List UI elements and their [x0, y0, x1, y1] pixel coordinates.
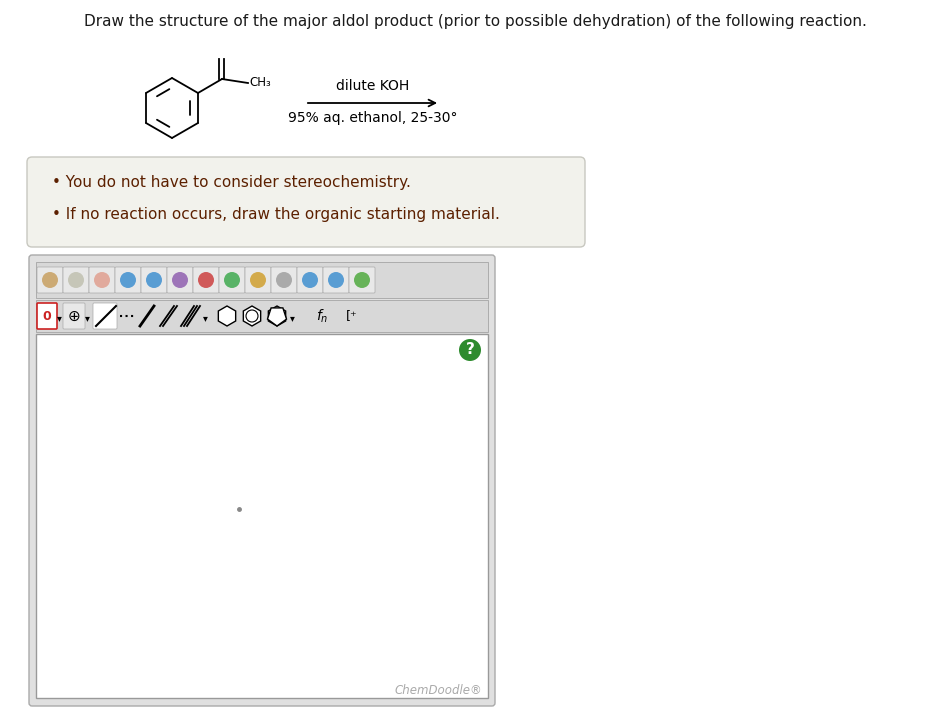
- Text: ▾: ▾: [203, 313, 207, 323]
- FancyBboxPatch shape: [349, 267, 375, 293]
- FancyBboxPatch shape: [89, 267, 115, 293]
- FancyBboxPatch shape: [29, 255, 495, 706]
- Text: 95% aq. ethanol, 25-30°: 95% aq. ethanol, 25-30°: [288, 111, 457, 125]
- Circle shape: [146, 272, 162, 288]
- FancyBboxPatch shape: [297, 267, 323, 293]
- Text: • You do not have to consider stereochemistry.: • You do not have to consider stereochem…: [52, 175, 411, 190]
- Circle shape: [276, 272, 292, 288]
- Circle shape: [224, 272, 240, 288]
- Circle shape: [68, 272, 84, 288]
- FancyBboxPatch shape: [323, 267, 349, 293]
- Circle shape: [172, 272, 188, 288]
- Text: CH₃: CH₃: [249, 76, 271, 90]
- Circle shape: [42, 272, 58, 288]
- Text: Draw the structure of the major aldol product (prior to possible dehydration) of: Draw the structure of the major aldol pr…: [84, 14, 866, 29]
- Text: ▾: ▾: [85, 313, 89, 323]
- Text: ▾: ▾: [56, 313, 62, 323]
- Text: ▾: ▾: [289, 313, 295, 323]
- FancyBboxPatch shape: [115, 267, 141, 293]
- FancyBboxPatch shape: [219, 267, 245, 293]
- FancyBboxPatch shape: [63, 303, 85, 329]
- Circle shape: [94, 272, 110, 288]
- Text: ?: ?: [466, 342, 475, 357]
- FancyBboxPatch shape: [245, 267, 271, 293]
- Bar: [36, 300, 488, 332]
- Circle shape: [120, 272, 136, 288]
- Circle shape: [459, 339, 481, 361]
- FancyBboxPatch shape: [27, 157, 585, 247]
- FancyBboxPatch shape: [141, 267, 167, 293]
- Text: dilute KOH: dilute KOH: [336, 79, 409, 93]
- Bar: [36, 334, 488, 698]
- FancyBboxPatch shape: [63, 267, 89, 293]
- FancyBboxPatch shape: [37, 303, 57, 329]
- Text: ⊕: ⊕: [68, 309, 81, 324]
- Text: [⁺: [⁺: [346, 309, 358, 322]
- Text: ChemDoodle®: ChemDoodle®: [395, 684, 482, 697]
- Text: $\mathit{f}_n$: $\mathit{f}_n$: [316, 307, 328, 324]
- FancyBboxPatch shape: [93, 303, 117, 329]
- FancyBboxPatch shape: [37, 267, 63, 293]
- Circle shape: [354, 272, 370, 288]
- Circle shape: [302, 272, 318, 288]
- Text: 0: 0: [43, 309, 51, 322]
- FancyBboxPatch shape: [167, 267, 193, 293]
- Circle shape: [250, 272, 266, 288]
- Circle shape: [328, 272, 344, 288]
- Bar: [36, 262, 488, 298]
- FancyBboxPatch shape: [271, 267, 297, 293]
- FancyBboxPatch shape: [193, 267, 219, 293]
- Text: • If no reaction occurs, draw the organic starting material.: • If no reaction occurs, draw the organi…: [52, 207, 500, 222]
- Circle shape: [198, 272, 214, 288]
